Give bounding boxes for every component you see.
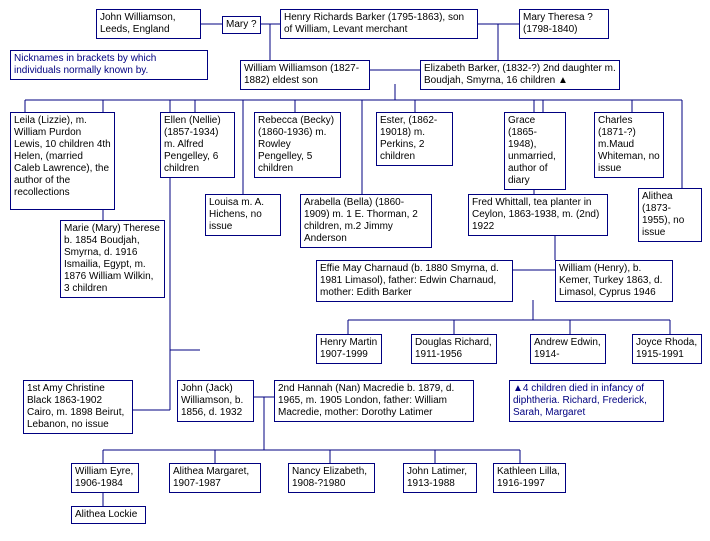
node-john-jack: John (Jack) Williamson, b. 1856, d. 1932 [177,380,254,422]
node-john-latimer: John Latimer, 1913-1988 [403,463,477,493]
node-rebecca: Rebecca (Becky) (1860-1936) m. Rowley Pe… [254,112,341,178]
node-amy: 1st Amy Christine Black 1863-1902 Cairo,… [23,380,133,434]
node-louisa: Louisa m. A. Hichens, no issue [205,194,281,236]
node-fred: Fred Whittall, tea planter in Ceylon, 18… [468,194,608,236]
node-kathleen: Kathleen Lilla, 1916-1997 [493,463,566,493]
node-marie: Marie (Mary) Therese b. 1854 Boudjah, Sm… [60,220,165,298]
node-arabella: Arabella (Bella) (1860-1909) m. 1 E. Tho… [300,194,432,248]
node-alithea-lockie: Alithea Lockie [71,506,146,524]
node-andrew: Andrew Edwin, 1914- [530,334,606,364]
node-william-eyre: William Eyre, 1906-1984 [71,463,139,493]
node-william-henry: William (Henry), b. Kemer, Turkey 1863, … [555,260,673,302]
node-henry-barker: Henry Richards Barker (1795-1863), son o… [280,9,478,39]
node-grace: Grace (1865-1948), unmarried, author of … [504,112,566,190]
node-nancy: Nancy Elizabeth, 1908-?1980 [288,463,375,493]
node-john-williamson: John Williamson, Leeds, England [96,9,201,39]
node-william-williamson: William Williamson (1827-1882) eldest so… [240,60,370,90]
node-hannah: 2nd Hannah (Nan) Macredie b. 1879, d. 19… [274,380,474,422]
node-ellen: Ellen (Nellie) (1857-1934) m. Alfred Pen… [160,112,235,178]
node-alithea-margaret: Alithea Margaret, 1907-1987 [169,463,261,493]
node-ester: Ester, (1862-19018) m. Perkins, 2 childr… [376,112,453,166]
family-tree: John Williamson, Leeds, England Mary ? H… [0,0,710,541]
node-alithea: Alithea (1873-1955), no issue [638,188,702,242]
node-joyce: Joyce Rhoda, 1915-1991 [632,334,702,364]
node-mary-theresa: Mary Theresa ? (1798-1840) [519,9,609,39]
node-douglas: Douglas Richard, 1911-1956 [411,334,497,364]
note-nicknames: Nicknames in brackets by which individua… [10,50,208,80]
node-charles: Charles (1871-?) m.Maud Whiteman, no iss… [594,112,664,178]
node-effie: Effie May Charnaud (b. 1880 Smyrna, d. 1… [316,260,513,302]
node-leila: Leila (Lizzie), m. William Purdon Lewis,… [10,112,115,210]
node-mary-q: Mary ? [222,16,261,34]
note-children-died: ▲4 children died in infancy of diphtheri… [509,380,664,422]
node-henry-martin: Henry Martin 1907-1999 [316,334,382,364]
node-elizabeth-barker: Elizabeth Barker, (1832-?) 2nd daughter … [420,60,620,90]
